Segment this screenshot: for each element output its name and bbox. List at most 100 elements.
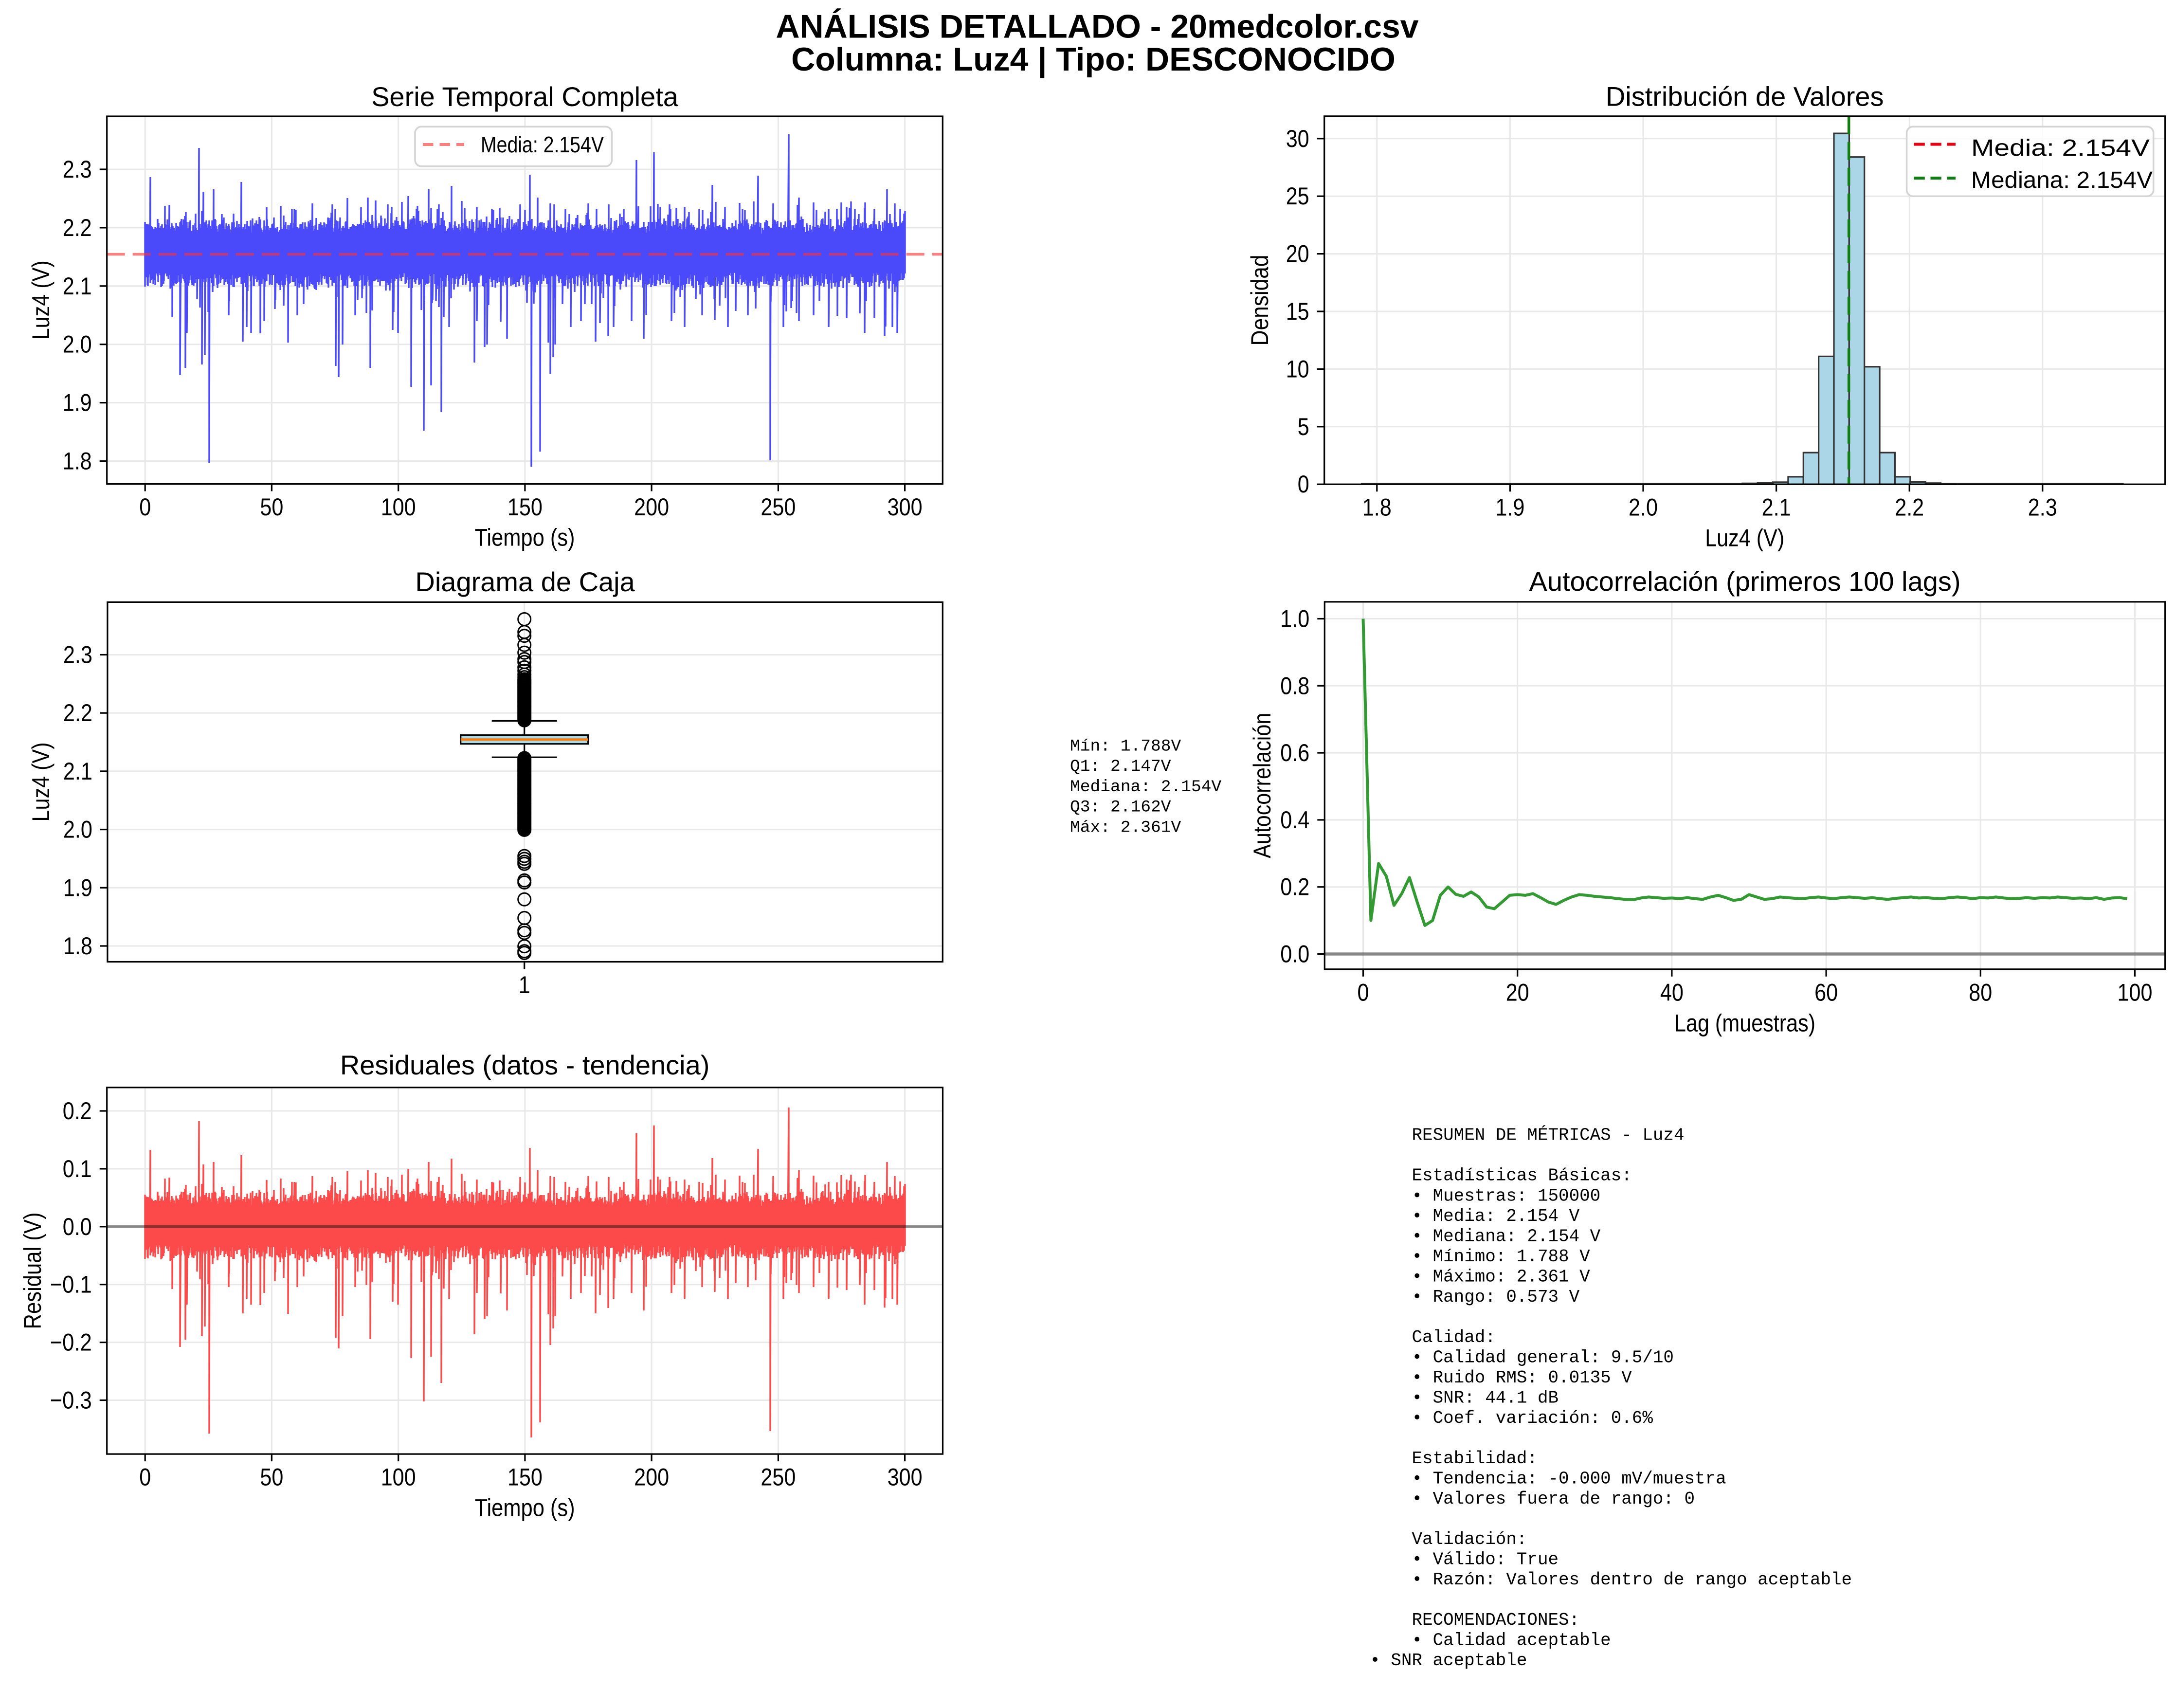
svg-text:Máx: 2.361V: Máx: 2.361V — [1070, 818, 1181, 837]
svg-text:• Mínimo: 1.788 V: • Mínimo: 1.788 V — [1412, 1247, 1591, 1267]
svg-text:1: 1 — [519, 971, 530, 999]
svg-text:Columna: Luz4 | Tipo: DESCONOC: Columna: Luz4 | Tipo: DESCONOCIDO — [791, 41, 1396, 78]
svg-text:2.1: 2.1 — [63, 758, 92, 785]
svg-text:200: 200 — [634, 493, 669, 521]
svg-text:Distribución de Valores: Distribución de Valores — [1606, 81, 1884, 112]
svg-text:Mediana: 2.154V: Mediana: 2.154V — [1070, 778, 1222, 797]
svg-text:1.9: 1.9 — [63, 389, 92, 417]
svg-text:Luz4 (V): Luz4 (V) — [27, 743, 54, 822]
svg-text:200: 200 — [634, 1464, 669, 1491]
svg-text:2.1: 2.1 — [1762, 494, 1791, 521]
svg-text:2.2: 2.2 — [63, 699, 92, 727]
svg-text:Mín: 1.788V: Mín: 1.788V — [1070, 737, 1181, 756]
svg-text:2.2: 2.2 — [1895, 494, 1924, 521]
svg-text:• Muestras: 150000: • Muestras: 150000 — [1412, 1186, 1601, 1206]
svg-text:−0.2: −0.2 — [50, 1329, 92, 1356]
svg-text:• Calidad aceptable: • Calidad aceptable — [1412, 1631, 1611, 1651]
svg-text:1.0: 1.0 — [1280, 605, 1309, 633]
svg-text:• Mediana: 2.154 V: • Mediana: 2.154 V — [1412, 1226, 1601, 1246]
svg-text:150: 150 — [508, 1464, 543, 1491]
svg-text:• Válido: True: • Válido: True — [1412, 1550, 1559, 1570]
svg-text:10: 10 — [1286, 355, 1309, 382]
svg-text:50: 50 — [260, 1464, 283, 1491]
svg-text:Luz4 (V): Luz4 (V) — [27, 260, 54, 340]
svg-text:Media: 2.154V: Media: 2.154V — [1971, 135, 2150, 161]
svg-text:0: 0 — [1358, 979, 1369, 1006]
svg-text:1.8: 1.8 — [1362, 494, 1392, 521]
svg-text:2.1: 2.1 — [63, 273, 92, 300]
svg-text:0.0: 0.0 — [63, 1213, 92, 1240]
svg-text:• Razón: Valores dentro de ran: • Razón: Valores dentro de rango aceptab… — [1412, 1570, 1852, 1590]
svg-text:• SNR aceptable: • SNR aceptable — [1370, 1651, 1527, 1671]
svg-text:Autocorrelación: Autocorrelación — [1249, 713, 1276, 858]
svg-text:2.0: 2.0 — [63, 816, 92, 843]
svg-text:• Media: 2.154 V: • Media: 2.154 V — [1412, 1206, 1580, 1226]
svg-text:• SNR: 44.1 dB: • SNR: 44.1 dB — [1412, 1388, 1559, 1408]
svg-text:80: 80 — [1969, 979, 1992, 1006]
svg-text:250: 250 — [761, 1464, 796, 1491]
svg-text:Tiempo (s): Tiempo (s) — [475, 524, 575, 551]
svg-text:1.8: 1.8 — [63, 448, 92, 475]
svg-text:• Valores fuera de rango: 0: • Valores fuera de rango: 0 — [1412, 1489, 1695, 1509]
svg-text:0.8: 0.8 — [1280, 672, 1309, 699]
svg-text:• Calidad general: 9.5/10: • Calidad general: 9.5/10 — [1412, 1347, 1674, 1367]
svg-text:Q1: 2.147V: Q1: 2.147V — [1070, 757, 1171, 776]
svg-text:0: 0 — [139, 1464, 151, 1491]
svg-text:2.3: 2.3 — [63, 641, 92, 669]
svg-text:Estadísticas Básicas:: Estadísticas Básicas: — [1412, 1166, 1632, 1186]
svg-text:RESUMEN DE MÉTRICAS - Luz4: RESUMEN DE MÉTRICAS - Luz4 — [1412, 1126, 1685, 1145]
svg-text:RECOMENDACIONES:: RECOMENDACIONES: — [1412, 1610, 1580, 1630]
svg-text:5: 5 — [1298, 413, 1309, 440]
svg-text:Validación:: Validación: — [1412, 1529, 1527, 1549]
svg-text:Densidad: Densidad — [1246, 255, 1273, 346]
svg-text:−0.1: −0.1 — [50, 1271, 92, 1298]
svg-text:30: 30 — [1286, 125, 1309, 152]
svg-text:Q3: 2.162V: Q3: 2.162V — [1070, 798, 1171, 817]
svg-text:Media: 2.154V: Media: 2.154V — [481, 132, 604, 157]
svg-text:2.3: 2.3 — [63, 156, 92, 183]
svg-text:• Rango: 0.573 V: • Rango: 0.573 V — [1412, 1287, 1580, 1307]
svg-text:• Máximo: 2.361 V: • Máximo: 2.361 V — [1412, 1267, 1591, 1287]
svg-text:0: 0 — [139, 493, 151, 521]
svg-text:Diagrama de Caja: Diagrama de Caja — [415, 566, 635, 597]
svg-text:15: 15 — [1286, 298, 1309, 325]
svg-text:• Ruido RMS: 0.0135 V: • Ruido RMS: 0.0135 V — [1412, 1368, 1632, 1388]
svg-text:50: 50 — [260, 493, 283, 521]
svg-text:Serie Temporal Completa: Serie Temporal Completa — [371, 81, 679, 112]
svg-text:0.2: 0.2 — [63, 1097, 92, 1125]
svg-text:2.0: 2.0 — [1629, 494, 1658, 521]
svg-text:−0.3: −0.3 — [50, 1387, 92, 1414]
svg-text:0: 0 — [1298, 471, 1309, 498]
svg-text:1.9: 1.9 — [1495, 494, 1524, 521]
svg-text:Autocorrelación (primeros 100: Autocorrelación (primeros 100 lags) — [1529, 566, 1960, 597]
svg-text:100: 100 — [2118, 979, 2153, 1006]
svg-text:60: 60 — [1814, 979, 1838, 1006]
svg-text:20: 20 — [1506, 979, 1529, 1006]
svg-text:1.9: 1.9 — [63, 874, 92, 901]
svg-text:100: 100 — [381, 1464, 416, 1491]
svg-text:0.6: 0.6 — [1280, 739, 1309, 766]
svg-text:300: 300 — [888, 1464, 923, 1491]
svg-text:0.2: 0.2 — [1280, 873, 1309, 901]
svg-text:• Tendencia: -0.000 mV/muestra: • Tendencia: -0.000 mV/muestra — [1412, 1469, 1726, 1489]
svg-text:1.8: 1.8 — [63, 932, 92, 960]
svg-text:150: 150 — [508, 493, 543, 521]
svg-text:Luz4 (V): Luz4 (V) — [1705, 525, 1784, 552]
svg-text:Mediana: 2.154V: Mediana: 2.154V — [1971, 167, 2153, 193]
svg-text:40: 40 — [1660, 979, 1684, 1006]
svg-text:Tiempo (s): Tiempo (s) — [475, 1494, 575, 1522]
svg-text:300: 300 — [888, 493, 923, 521]
svg-text:Estabilidad:: Estabilidad: — [1412, 1449, 1538, 1469]
svg-text:0.0: 0.0 — [1280, 941, 1309, 968]
svg-text:2.0: 2.0 — [63, 331, 92, 358]
svg-text:250: 250 — [761, 493, 796, 521]
svg-text:2.3: 2.3 — [2028, 494, 2057, 521]
svg-text:100: 100 — [381, 493, 416, 521]
svg-text:20: 20 — [1286, 240, 1309, 268]
svg-text:0.1: 0.1 — [63, 1155, 92, 1182]
svg-text:ANÁLISIS DETALLADO - 20medcolo: ANÁLISIS DETALLADO - 20medcolor.csv — [776, 8, 1418, 45]
svg-text:25: 25 — [1286, 182, 1309, 210]
svg-text:• Coef. variación: 0.6%: • Coef. variación: 0.6% — [1412, 1408, 1653, 1428]
svg-text:2.2: 2.2 — [63, 214, 92, 241]
svg-text:Residual (V): Residual (V) — [19, 1213, 46, 1329]
